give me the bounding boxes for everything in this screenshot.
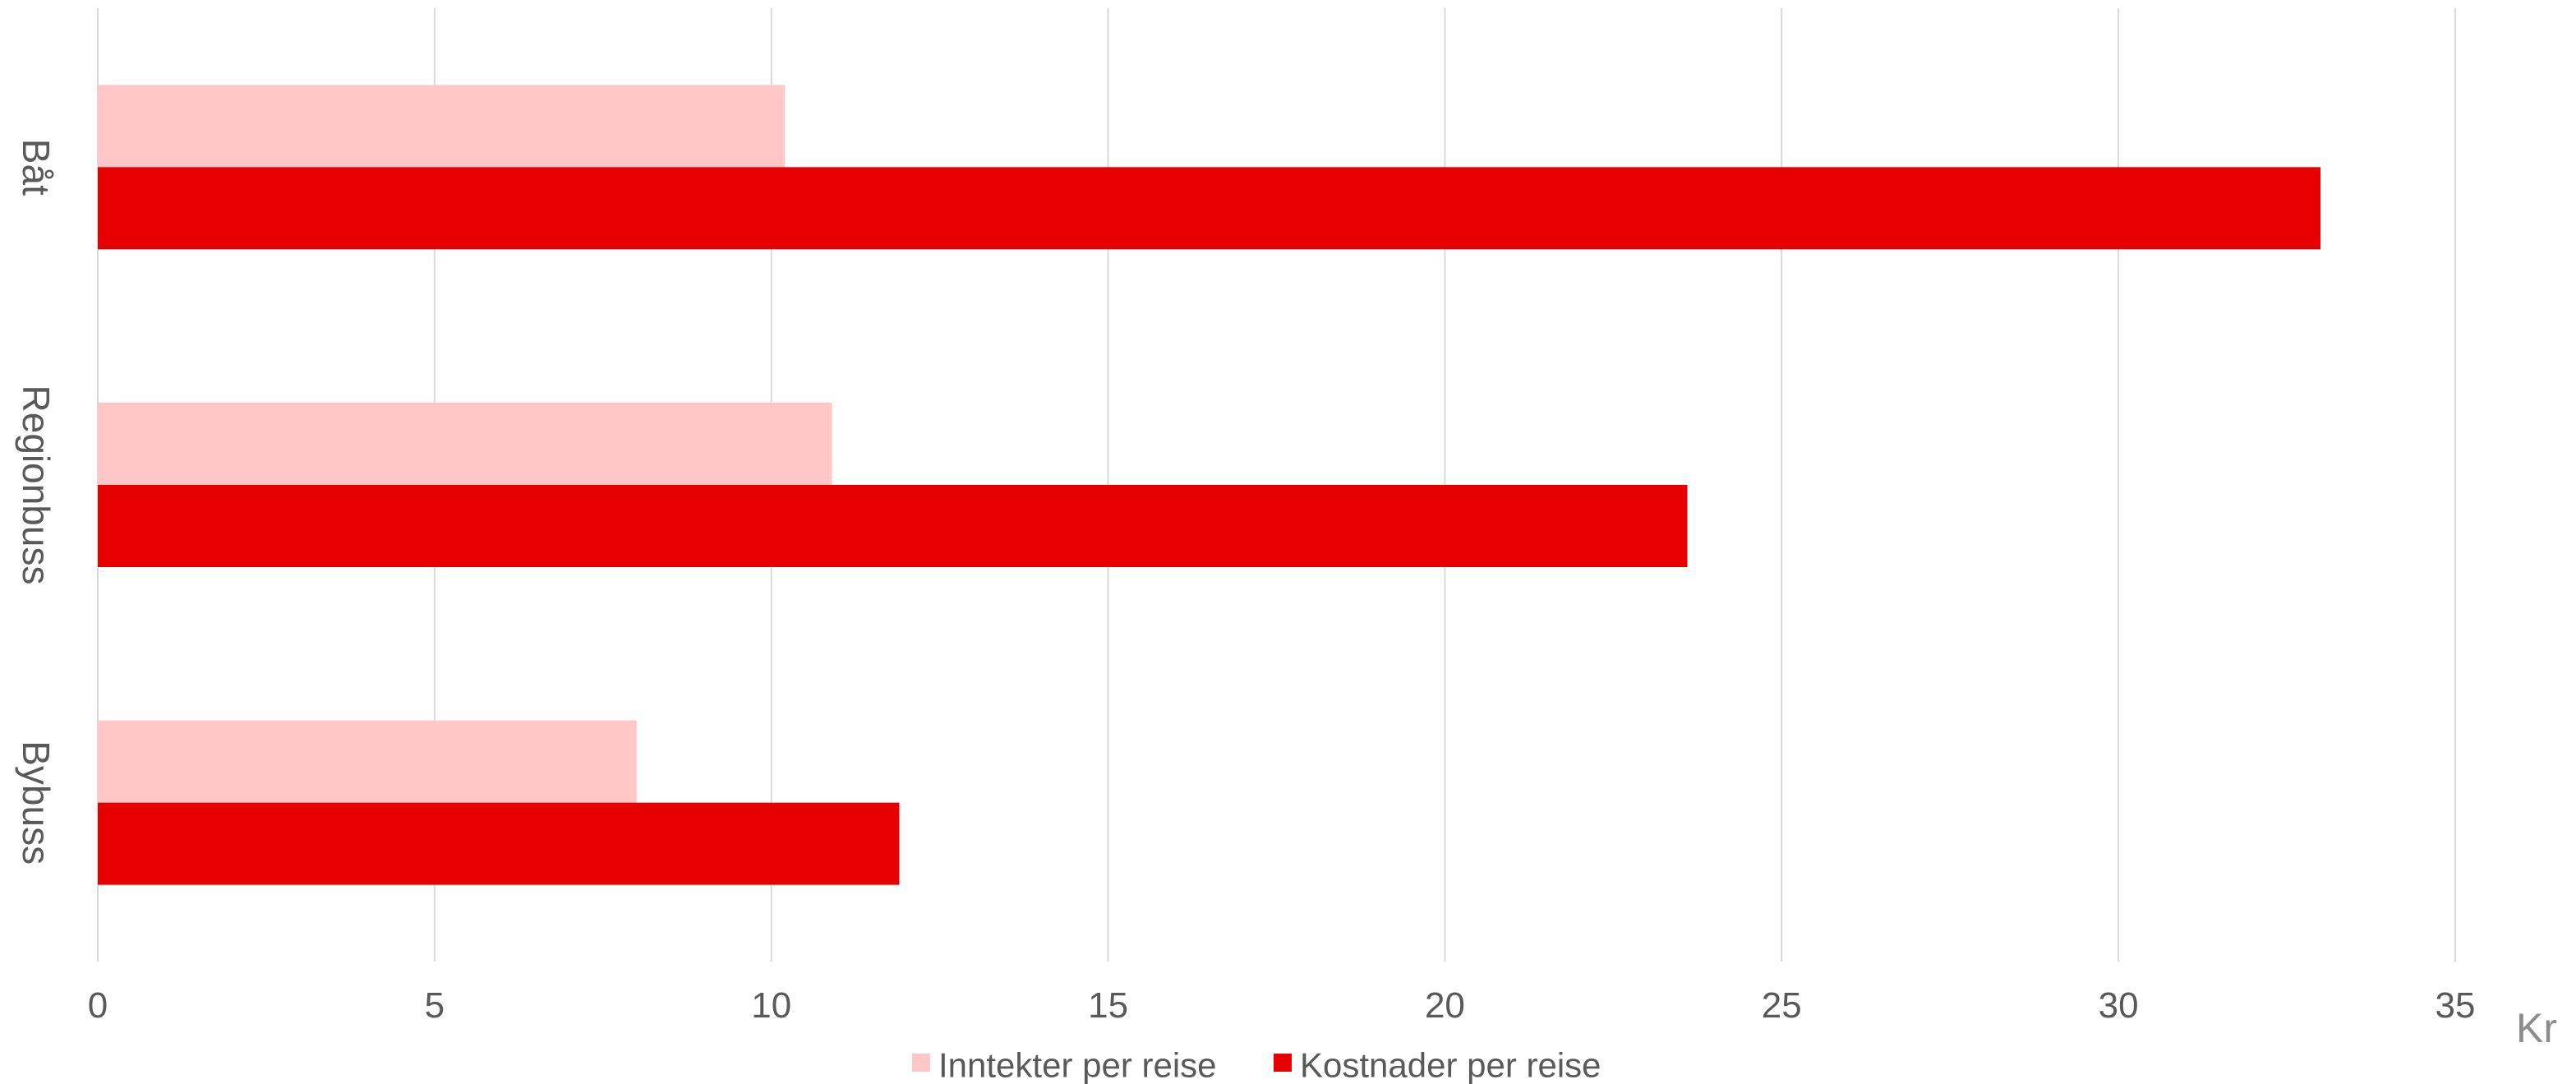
legend: Inntekter per reise Kostnader per reise [912,1046,1601,1084]
category-label: Bybuss [15,740,58,865]
x-axis-ticks: 0 5 10 15 20 25 30 35 [88,985,2476,1026]
x-tick-label: 25 [1762,985,1802,1026]
x-tick-label: 20 [1425,985,1465,1026]
x-tick-label: 35 [2435,985,2476,1026]
category-label: Regionbuss [15,385,58,585]
bars [98,85,2321,885]
bar-bybuss-inntekter [98,720,637,803]
bar-regionbuss-kostnader [98,485,1688,567]
bar-båt-inntekter [98,85,786,168]
x-axis-unit-label: Kr [2516,1005,2557,1051]
x-tick-label: 10 [751,985,791,1026]
legend-swatch-kostnader [1274,1054,1292,1072]
legend-label: Kostnader per reise [1300,1046,1601,1084]
x-tick-label: 15 [1088,985,1128,1026]
legend-swatch-inntekter [912,1054,930,1072]
x-tick-label: 0 [88,985,108,1026]
bar-bybuss-kostnader [98,802,900,885]
x-tick-label: 30 [2099,985,2139,1026]
bar-regionbuss-inntekter [98,403,832,485]
category-label: Båt [15,139,58,196]
bar-båt-kostnader [98,167,2321,250]
legend-label: Inntekter per reise [938,1046,1217,1084]
x-tick-label: 5 [425,985,445,1026]
category-labels: Båt Regionbuss Bybuss [15,139,58,865]
